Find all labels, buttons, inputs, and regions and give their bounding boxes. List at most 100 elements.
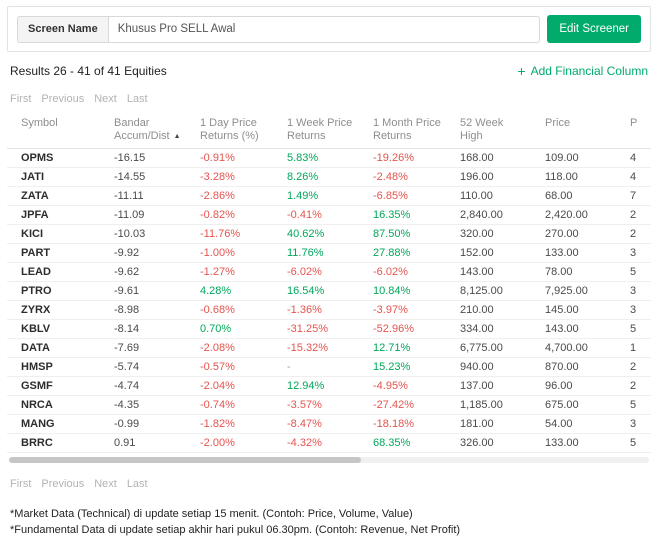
horizontal-scrollbar-thumb[interactable] <box>9 457 361 463</box>
table-row[interactable]: BRRC 0.91 -2.00% -4.32% 68.35% 326.00 133.00 5 <box>7 433 651 453</box>
cell-1week-price-returns: -0.41% <box>273 205 359 225</box>
table-row[interactable]: ZATA -11.11 -2.86% 1.49% -6.85% 110.00 68.00 7 <box>7 186 651 206</box>
table-row[interactable]: LEAD -9.62 -1.27% -6.02% -6.02% 143.00 78.00 5 <box>7 262 651 282</box>
cell-1month-price-returns: -2.48% <box>359 167 446 187</box>
cell-1day-price-returns: -1.00% <box>186 243 273 263</box>
cell-52week-high: 143.00 <box>446 262 531 282</box>
cell-p-cutoff: 5 <box>616 395 651 415</box>
cell-symbol[interactable]: PART <box>7 243 100 263</box>
cell-bandar-accum-dist: -4.35 <box>100 395 186 415</box>
table-row[interactable]: KICI -10.03 -11.76% 40.62% 87.50% 320.00 270.0… <box>7 224 651 244</box>
cell-price: 54.00 <box>531 414 616 434</box>
footer-notes: *Market Data (Technical) di update setia… <box>10 507 648 539</box>
cell-price: 145.00 <box>531 300 616 320</box>
column-header-bandar-accum-dist[interactable]: Bandar Accum/Dist ▲ <box>100 112 186 149</box>
cell-symbol[interactable]: HMSP <box>7 357 100 377</box>
table-row[interactable]: GSMF -4.74 -2.04% 12.94% -4.95% 137.00 96.00 2 <box>7 376 651 396</box>
cell-symbol[interactable]: KBLV <box>7 319 100 339</box>
table-row[interactable]: DATA -7.69 -2.08% -15.32% 12.71% 6,775.00 4,70… <box>7 338 651 358</box>
table-row[interactable]: NRCA -4.35 -0.74% -3.57% -27.42% 1,185.00 675.… <box>7 395 651 415</box>
cell-symbol[interactable]: KICI <box>7 224 100 244</box>
cell-1day-price-returns: -2.08% <box>186 338 273 358</box>
cell-p-cutoff: 7 <box>616 186 651 206</box>
table-row[interactable]: PART -9.92 -1.00% 11.76% 27.88% 152.00 133.00 3 <box>7 243 651 263</box>
cell-symbol[interactable]: GSMF <box>7 376 100 396</box>
pagination-previous[interactable]: Previous <box>41 478 85 490</box>
column-header-1week-price-returns[interactable]: 1 Week Price Returns <box>273 112 359 149</box>
cell-1day-price-returns: -0.57% <box>186 357 273 377</box>
screen-name-input[interactable] <box>107 15 540 43</box>
cell-1week-price-returns: 1.49% <box>273 186 359 206</box>
cell-bandar-accum-dist: -9.92 <box>100 243 186 263</box>
cell-symbol[interactable]: OPMS <box>7 148 100 168</box>
cell-1week-price-returns: 8.26% <box>273 167 359 187</box>
note-fundamental-data: *Fundamental Data di update setiap akhir… <box>10 523 461 536</box>
cell-52week-high: 2,840.00 <box>446 205 531 225</box>
cell-price: 7,925.00 <box>531 281 616 301</box>
cell-symbol[interactable]: JATI <box>7 167 100 187</box>
cell-1day-price-returns: -1.27% <box>186 262 273 282</box>
table-row[interactable]: JPFA -11.09 -0.82% -0.41% 16.35% 2,840.00 2,42… <box>7 205 651 225</box>
pagination-first[interactable]: First <box>10 478 32 490</box>
table-row[interactable]: KBLV -8.14 0.70% -31.25% -52.96% 334.00 143.00… <box>7 319 651 339</box>
column-header-1day-price-returns[interactable]: 1 Day Price Returns (%) <box>186 112 273 149</box>
table-row[interactable]: HMSP -5.74 -0.57% -15.23% 940.00 870.00 2 <box>7 357 651 377</box>
cell-symbol[interactable]: MANG <box>7 414 100 434</box>
cell-bandar-accum-dist: -11.11 <box>100 186 186 206</box>
cell-52week-high: 137.00 <box>446 376 531 396</box>
table-row[interactable]: JATI -14.55 -3.28% 8.26% -2.48% 196.00 118.00 4 <box>7 167 651 187</box>
column-header-symbol[interactable]: Symbol <box>7 112 100 149</box>
cell-symbol[interactable]: LEAD <box>7 262 100 282</box>
table-row[interactable]: MANG -0.99 -1.82% -8.47% -18.18% 181.00 54.00 3 <box>7 414 651 434</box>
cell-1month-price-returns: -18.18% <box>359 414 446 434</box>
cell-1day-price-returns: -3.28% <box>186 167 273 187</box>
pagination-last[interactable]: Last <box>126 478 148 490</box>
pagination-next[interactable]: Next <box>94 93 117 105</box>
cell-symbol[interactable]: ZATA <box>7 186 100 206</box>
table-header-row: Symbol Bandar Accum/Dist ▲ 1 Day Price Retu… <box>7 112 651 149</box>
column-header-p-cutoff[interactable]: P <box>616 112 651 149</box>
cell-1day-price-returns: -0.68% <box>186 300 273 320</box>
cell-1month-price-returns: -6.02% <box>359 262 446 282</box>
cell-symbol[interactable]: PTRO <box>7 281 100 301</box>
cell-p-cutoff: 4 <box>616 167 651 187</box>
cell-p-cutoff: 4 <box>616 148 651 168</box>
column-header-1month-price-returns[interactable]: 1 Month Price Returns <box>359 112 446 149</box>
cell-symbol[interactable]: JPFA <box>7 205 100 225</box>
cell-symbol[interactable]: NRCA <box>7 395 100 415</box>
column-header-52week-high[interactable]: 52 Week High <box>446 112 531 149</box>
cell-1month-price-returns: 10.84% <box>359 281 446 301</box>
cell-52week-high: 8,125.00 <box>446 281 531 301</box>
cell-price: 675.00 <box>531 395 616 415</box>
cell-symbol[interactable]: DATA <box>7 338 100 358</box>
cell-symbol[interactable]: BRRC <box>7 433 100 453</box>
cell-p-cutoff: 2 <box>616 376 651 396</box>
pagination-last[interactable]: Last <box>126 93 148 105</box>
cell-1day-price-returns: 0.70% <box>186 319 273 339</box>
table-row[interactable]: OPMS -16.15 -0.91% 5.83% -19.26% 168.00 109.00… <box>7 148 651 168</box>
cell-1day-price-returns: 4.28% <box>186 281 273 301</box>
cell-1week-price-returns: - <box>273 357 359 377</box>
cell-1day-price-returns: -0.91% <box>186 148 273 168</box>
edit-screener-button[interactable]: Edit Screener <box>547 15 641 43</box>
add-financial-column-link[interactable]: + Add Financial Column <box>517 64 648 78</box>
pagination-first[interactable]: First <box>10 93 32 105</box>
table-row[interactable]: PTRO -9.61 4.28% 16.54% 10.84% 8,125.00 7,925.… <box>7 281 651 301</box>
pagination-next[interactable]: Next <box>94 478 117 490</box>
cell-52week-high: 110.00 <box>446 186 531 206</box>
cell-p-cutoff: 5 <box>616 262 651 282</box>
cell-52week-high: 6,775.00 <box>446 338 531 358</box>
table-row[interactable]: ZYRX -8.98 -0.68% -1.36% -3.97% 210.00 145.00 3 <box>7 300 651 320</box>
cell-price: 870.00 <box>531 357 616 377</box>
pagination-previous[interactable]: Previous <box>41 93 85 105</box>
cell-1week-price-returns: 40.62% <box>273 224 359 244</box>
cell-price: 143.00 <box>531 319 616 339</box>
cell-1day-price-returns: -2.04% <box>186 376 273 396</box>
cell-52week-high: 940.00 <box>446 357 531 377</box>
cell-1month-price-returns: 16.35% <box>359 205 446 225</box>
cell-1month-price-returns: 68.35% <box>359 433 446 453</box>
cell-symbol[interactable]: ZYRX <box>7 300 100 320</box>
column-header-price[interactable]: Price <box>531 112 616 149</box>
cell-bandar-accum-dist: -0.99 <box>100 414 186 434</box>
